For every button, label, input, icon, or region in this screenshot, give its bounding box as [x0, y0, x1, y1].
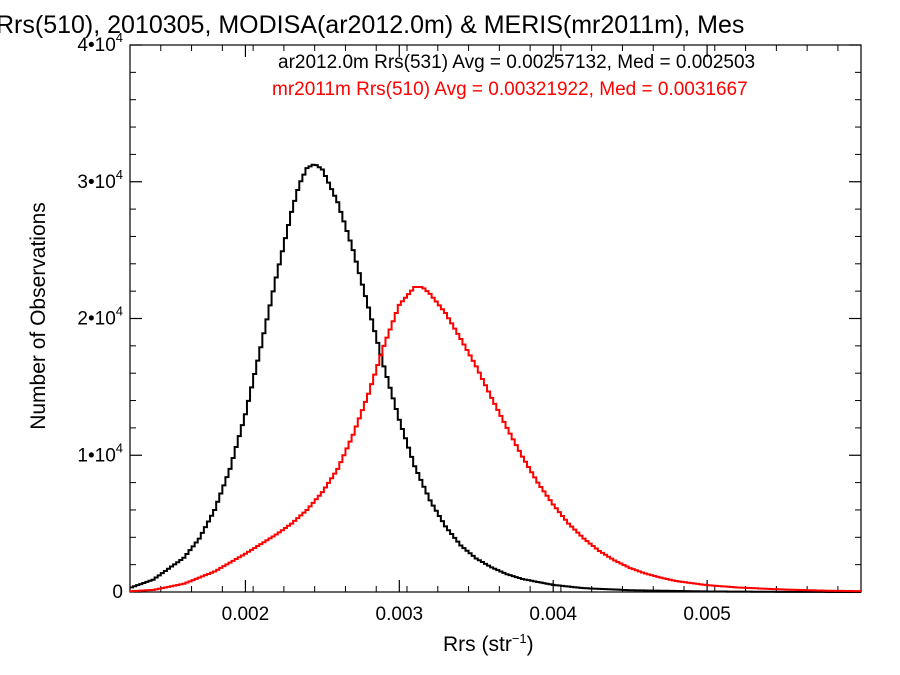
- legend-entry-meris: mr2011m Rrs(510) Avg = 0.00321922, Med =…: [272, 79, 748, 100]
- legend: ar2012.0m Rrs(531) Avg = 0.00257132, Med…: [272, 52, 755, 100]
- x-tick-label: 0.002: [222, 604, 270, 625]
- y-tick-label-base: 2•10: [77, 309, 115, 330]
- x-axis-label-main: Rrs (str: [443, 633, 512, 656]
- y-tick-label-base: 1•10: [77, 445, 115, 466]
- x-axis-label-superscript: −1: [512, 631, 527, 646]
- legend-entry-modisa: ar2012.0m Rrs(531) Avg = 0.00257132, Med…: [278, 52, 755, 73]
- y-tick-label: 2•104: [77, 304, 123, 330]
- y-tick-label-base: 3•10: [77, 172, 115, 193]
- x-tick-label: 0.005: [683, 604, 731, 625]
- y-tick-label-exponent: 4: [116, 304, 123, 319]
- plot-frame: [129, 44, 862, 593]
- y-tick-label-base: 0: [112, 582, 123, 603]
- y-axis-label: Number of Observations: [27, 202, 50, 430]
- axis-ticks: 0.002 0.003 0.004 0.00501•1042•1043•1044•10…: [77, 30, 861, 625]
- y-tick-label: 4•104: [77, 30, 123, 56]
- y-tick-label-exponent: 4: [116, 167, 123, 182]
- y-tick-label-exponent: 4: [116, 440, 123, 455]
- y-tick-label: 0: [112, 582, 123, 603]
- y-tick-label-base: 4•10: [77, 35, 115, 56]
- y-tick-label: 3•104: [77, 167, 123, 193]
- y-tick-label-exponent: 4: [116, 30, 123, 45]
- series-meris-line: [130, 286, 861, 593]
- series-layer: [130, 163, 861, 593]
- x-axis-label: Rrs (str−1): [443, 631, 534, 656]
- x-axis-label-close: ): [527, 633, 534, 656]
- x-tick-label: 0.004: [529, 604, 577, 625]
- plot-area: 0.002 0.003 0.004 0.00501•1042•1043•1044•10…: [77, 30, 862, 625]
- chart-title: Rrs(510), 2010305, MODISA(ar2012.0m) & M…: [0, 11, 744, 39]
- x-tick-label: 0.003: [376, 604, 424, 625]
- series-modisa-line: [130, 163, 861, 593]
- y-tick-label: 1•104: [77, 440, 123, 466]
